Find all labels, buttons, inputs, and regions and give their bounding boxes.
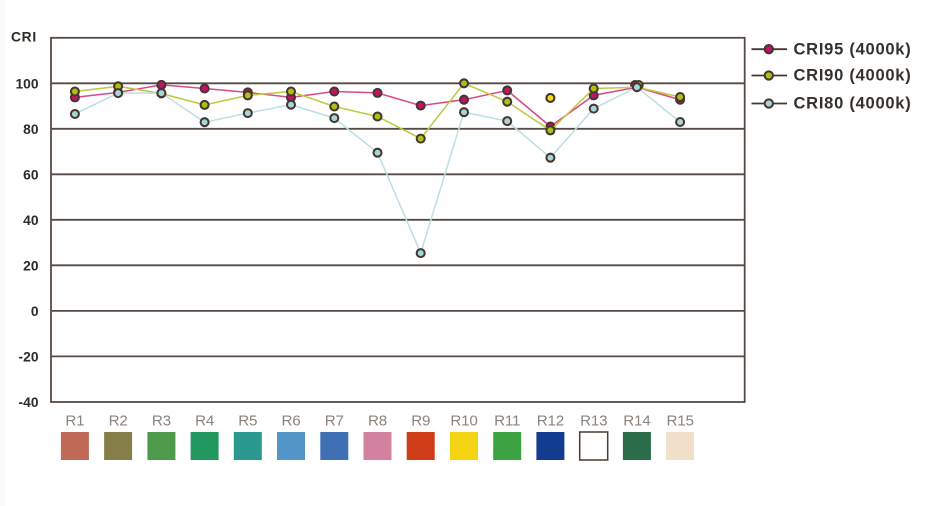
svg-text:R2: R2 [109, 413, 128, 430]
svg-text:CRI90 (4000k): CRI90 (4000k) [794, 67, 912, 85]
svg-text:CRI95 (4000k): CRI95 (4000k) [794, 40, 912, 58]
svg-text:-40: -40 [19, 395, 39, 410]
svg-text:R14: R14 [623, 413, 650, 430]
svg-text:R12: R12 [537, 413, 564, 430]
svg-text:R6: R6 [281, 413, 300, 430]
svg-text:100: 100 [15, 76, 38, 91]
svg-text:0: 0 [31, 304, 39, 319]
svg-text:R7: R7 [325, 413, 344, 430]
svg-text:R15: R15 [666, 413, 693, 430]
svg-text:20: 20 [23, 258, 39, 273]
svg-text:CRI: CRI [11, 30, 37, 45]
svg-text:CRI80 (4000k): CRI80 (4000k) [794, 95, 912, 113]
svg-text:R1: R1 [65, 413, 84, 430]
svg-text:R13: R13 [580, 413, 607, 430]
svg-text:R8: R8 [368, 413, 387, 430]
svg-text:40: 40 [23, 213, 39, 228]
svg-text:R11: R11 [494, 413, 520, 430]
svg-text:R9: R9 [411, 413, 430, 430]
svg-text:R5: R5 [238, 413, 257, 430]
svg-text:R10: R10 [450, 413, 477, 430]
svg-text:80: 80 [23, 122, 39, 137]
svg-text:R3: R3 [152, 413, 171, 430]
svg-text:60: 60 [23, 167, 39, 182]
svg-text:-20: -20 [19, 349, 39, 364]
svg-text:R4: R4 [195, 413, 214, 430]
